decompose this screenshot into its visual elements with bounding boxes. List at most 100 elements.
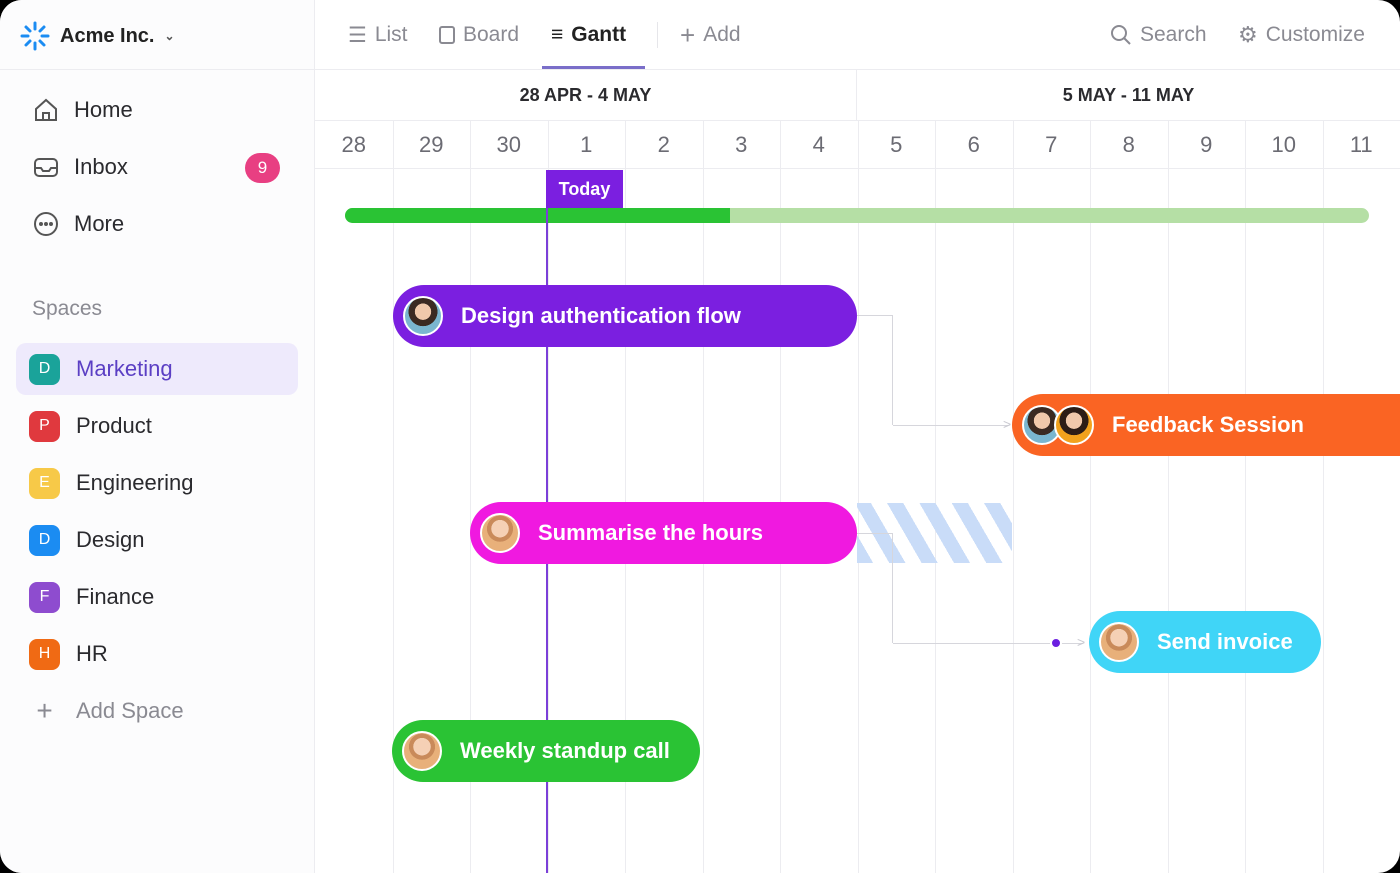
day-label: 28 bbox=[341, 132, 366, 157]
dependency-line bbox=[857, 533, 893, 643]
grid-line bbox=[392, 121, 394, 873]
space-design[interactable]: D Design bbox=[16, 514, 298, 566]
task-name: Weekly standup call bbox=[460, 738, 670, 763]
space-label: HR bbox=[76, 641, 108, 666]
active-tab-indicator bbox=[542, 66, 645, 69]
list-icon: ☰ bbox=[348, 23, 367, 47]
nav-label: Home bbox=[74, 97, 133, 122]
inbox-count-badge: 9 bbox=[245, 153, 280, 183]
grid-line bbox=[625, 121, 626, 873]
grid-line bbox=[702, 121, 704, 873]
space-label: Finance bbox=[76, 584, 155, 609]
day-label: 2 bbox=[657, 132, 670, 157]
grid-line bbox=[547, 121, 549, 873]
workspace-switcher[interactable]: Acme Inc. ⌄ bbox=[20, 20, 175, 52]
day-label: 5 bbox=[890, 132, 903, 157]
space-label: Marketing bbox=[76, 356, 173, 381]
grid-line bbox=[1245, 121, 1246, 873]
dependency-line bbox=[893, 425, 1008, 426]
tab-board[interactable]: Board bbox=[439, 20, 519, 50]
workspace-name: Acme Inc. bbox=[60, 24, 155, 47]
day-label: 29 bbox=[419, 132, 444, 157]
inbox-icon bbox=[34, 158, 58, 177]
week-label: 5 MAY - 11 MAY bbox=[1062, 85, 1195, 105]
day-label: 4 bbox=[812, 132, 825, 157]
tab-label: List bbox=[374, 23, 408, 46]
customize-label: Customize bbox=[1265, 23, 1365, 46]
task-bar[interactable]: Design authentication flow bbox=[393, 285, 857, 347]
day-label: 7 bbox=[1045, 132, 1058, 157]
avatar bbox=[480, 513, 520, 553]
space-label: Design bbox=[76, 527, 145, 552]
day-label: 3 bbox=[735, 132, 748, 157]
search-button[interactable]: Search bbox=[1110, 20, 1207, 50]
dependency-line bbox=[857, 315, 893, 425]
week-label: 28 APR - 4 MAY bbox=[315, 70, 857, 121]
home-icon bbox=[35, 98, 57, 121]
gear-icon: ⚙ bbox=[1238, 22, 1258, 47]
grid-line bbox=[935, 121, 936, 873]
space-finance[interactable]: F Finance bbox=[16, 571, 298, 623]
space-avatar: D bbox=[29, 353, 60, 385]
chevron-down-icon: ⌄ bbox=[164, 29, 175, 43]
space-label: Engineering bbox=[76, 470, 194, 495]
space-avatar: F bbox=[29, 581, 60, 613]
search-label: Search bbox=[1140, 23, 1207, 46]
space-product[interactable]: P Product bbox=[16, 400, 298, 452]
day-label: 1 bbox=[580, 132, 593, 157]
nav-more[interactable]: More bbox=[32, 210, 124, 238]
add-space-button[interactable]: + Add Space bbox=[16, 685, 298, 737]
add-space-label: Add Space bbox=[76, 698, 184, 723]
space-hr[interactable]: H HR bbox=[16, 628, 298, 680]
sidebar: Acme Inc. ⌄ Home Inbox 9 More Spaces D Ma… bbox=[0, 0, 315, 873]
tab-list[interactable]: ☰ List bbox=[348, 20, 408, 50]
task-bar[interactable]: Weekly standup call bbox=[392, 720, 700, 782]
gantt-grid bbox=[315, 121, 1400, 873]
day-header: 28 29 30 1 2 3 4 5 6 7 8 9 10 11 bbox=[315, 121, 1400, 169]
space-engineering[interactable]: E Engineering bbox=[16, 457, 298, 509]
task-bar[interactable]: Feedback Session bbox=[1012, 394, 1400, 456]
today-marker: Today bbox=[546, 170, 623, 208]
progress-fill bbox=[345, 208, 731, 223]
task-name: Send invoice bbox=[1157, 629, 1293, 654]
grid-line bbox=[1167, 121, 1169, 873]
task-bar[interactable]: Send invoice bbox=[1089, 611, 1321, 673]
grid-line bbox=[1322, 121, 1324, 873]
avatar bbox=[402, 731, 442, 771]
tab-label: Add bbox=[703, 23, 741, 46]
grid-line bbox=[470, 121, 471, 873]
tab-add[interactable]: + Add bbox=[680, 20, 741, 50]
dependency-handle[interactable] bbox=[1050, 637, 1062, 649]
grid-line bbox=[780, 121, 781, 873]
week-header: 28 APR - 4 MAY 5 MAY - 11 MAY bbox=[315, 70, 1400, 121]
task-name: Design authentication flow bbox=[461, 303, 741, 328]
grid-line bbox=[857, 121, 859, 873]
avatar bbox=[1054, 405, 1094, 445]
nav-label: Inbox bbox=[74, 154, 128, 179]
tab-gantt[interactable]: ≡ Gantt bbox=[551, 20, 626, 50]
spaces-heading: Spaces bbox=[32, 297, 103, 320]
space-label: Product bbox=[76, 413, 152, 438]
space-marketing[interactable]: D Marketing bbox=[16, 343, 298, 395]
day-label: 6 bbox=[967, 132, 980, 157]
gantt-icon: ≡ bbox=[551, 23, 564, 46]
day-label: 11 bbox=[1349, 132, 1373, 157]
task-bar[interactable]: Summarise the hours bbox=[470, 502, 857, 564]
divider bbox=[0, 69, 315, 70]
plus-icon: + bbox=[680, 19, 696, 50]
tab-label: Board bbox=[463, 23, 520, 46]
day-label: 10 bbox=[1271, 132, 1296, 157]
nav-home[interactable]: Home bbox=[32, 96, 133, 124]
nav-inbox[interactable]: Inbox bbox=[32, 153, 128, 181]
dependency-line bbox=[893, 643, 1083, 644]
plus-icon: + bbox=[36, 695, 53, 726]
day-label: 8 bbox=[1122, 132, 1135, 157]
tab-label: Gantt bbox=[571, 23, 627, 46]
search-icon bbox=[1111, 25, 1131, 45]
view-toolbar: ☰ List Board ≡ Gantt + Add Search ⚙ Customiz… bbox=[315, 0, 1400, 70]
space-avatar: H bbox=[29, 638, 60, 670]
customize-button[interactable]: ⚙ Customize bbox=[1238, 20, 1365, 50]
board-icon bbox=[439, 26, 455, 44]
day-label: 30 bbox=[496, 132, 521, 157]
arrow-icon: > bbox=[1003, 416, 1012, 432]
